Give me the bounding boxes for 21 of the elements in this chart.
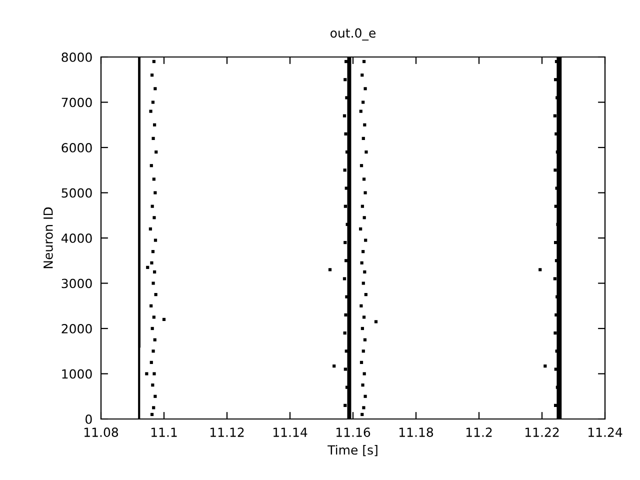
y-tick-label: 6000 [62, 142, 92, 152]
y-tick-label: 1000 [62, 369, 92, 379]
x-tick-label: 11.16 [336, 428, 370, 438]
x-tick-label: 11.24 [588, 428, 622, 437]
x-tick-label: 11.08 [84, 428, 118, 438]
y-tick-label: 7000 [62, 98, 92, 108]
x-axis-title: Time [s] [328, 444, 378, 456]
x-tick-label: 11.22 [525, 428, 559, 437]
chart-title: out.0_e [330, 28, 376, 41]
y-axis-title: Neuron ID [44, 207, 53, 268]
x-tick-label: 11.14 [273, 428, 308, 437]
x-tick-label: 11.12 [210, 428, 244, 437]
x-tick-label: 11.1 [151, 428, 177, 437]
x-tick-label: 11.2 [466, 428, 492, 437]
y-tick-label: 0 [86, 414, 92, 424]
x-tick-label: 11.18 [399, 428, 434, 438]
y-tick-label: 4000 [61, 233, 92, 243]
y-tick-label: 2000 [62, 324, 92, 334]
y-tick-label: 5000 [62, 188, 92, 198]
y-tick-label: 8000 [62, 52, 92, 62]
y-tick-label: 3000 [62, 278, 92, 288]
